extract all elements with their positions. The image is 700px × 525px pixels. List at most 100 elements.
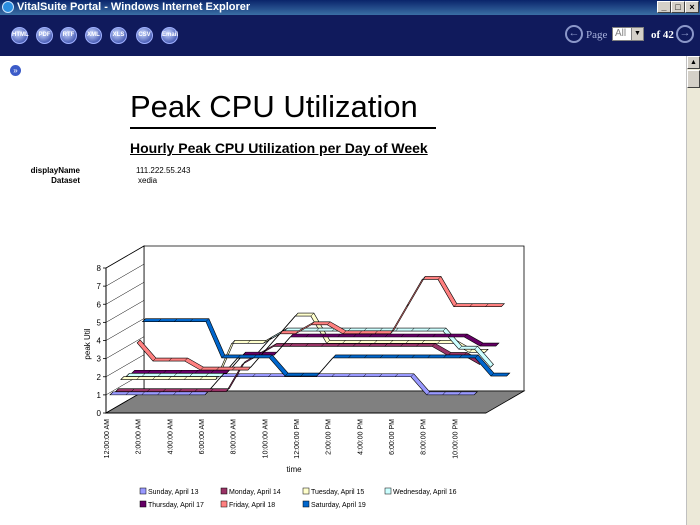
- data-point: [374, 330, 378, 335]
- data-point: [332, 354, 336, 359]
- scroll-up-icon[interactable]: ▲: [687, 56, 700, 69]
- data-point: [426, 391, 430, 396]
- data-point: [416, 333, 420, 338]
- report-toolbar: HTML PDF RTF XML XLS CSV Email ← Page Al…: [0, 15, 700, 56]
- previous-page-button[interactable]: ←: [565, 25, 583, 43]
- y-axis-label: peak Util: [83, 328, 92, 359]
- data-point: [194, 388, 198, 392]
- data-point: [189, 373, 193, 377]
- window-title: VitalSuite Portal - Windows Internet Exp…: [17, 1, 251, 13]
- data-point: [353, 333, 357, 338]
- data-point: [426, 327, 431, 332]
- data-point: [485, 303, 489, 307]
- export-pdf-button[interactable]: PDF: [36, 27, 53, 44]
- data-point: [473, 391, 478, 396]
- y-gridline-side: [105, 282, 145, 305]
- data-point: [205, 318, 210, 322]
- chevron-down-icon[interactable]: ▼: [631, 28, 643, 40]
- meta-label-dataset: Dataset: [51, 176, 80, 185]
- data-point: [279, 330, 283, 335]
- title-underline: [130, 127, 436, 129]
- y-tick-label: 5: [97, 318, 102, 327]
- data-point: [501, 303, 505, 307]
- data-point: [158, 318, 162, 322]
- legend-entry: Monday, April 14: [229, 489, 281, 496]
- data-point: [469, 303, 473, 307]
- legend-swatch: [139, 500, 147, 508]
- data-point: [411, 327, 415, 332]
- data-point: [221, 373, 225, 377]
- data-point: [490, 364, 494, 368]
- data-point: [188, 391, 193, 396]
- data-point: [173, 373, 177, 377]
- data-point: [464, 333, 468, 338]
- legend-swatch: [220, 500, 228, 508]
- data-point: [184, 376, 188, 380]
- data-point: [252, 373, 256, 377]
- maximize-button[interactable]: □: [671, 1, 685, 13]
- data-point: [459, 354, 463, 359]
- y-gridline-side: [105, 318, 145, 341]
- y-gridline-side: [105, 336, 145, 359]
- close-button[interactable]: ×: [685, 1, 699, 13]
- minimize-button[interactable]: _: [657, 1, 671, 13]
- data-point: [348, 354, 352, 359]
- export-csv-button[interactable]: CSV: [136, 27, 153, 44]
- data-point: [263, 348, 267, 353]
- window-titlebar: VitalSuite Portal - Windows Internet Exp…: [0, 0, 700, 15]
- email-button[interactable]: Email: [161, 27, 178, 44]
- data-point: [268, 373, 272, 377]
- data-point: [253, 354, 257, 359]
- x-tick-label: 6:00:00 PM: [389, 419, 396, 455]
- data-point: [274, 351, 278, 356]
- export-xls-button[interactable]: XLS: [110, 27, 127, 44]
- page-total: of 42: [651, 29, 674, 41]
- data-point: [226, 370, 230, 374]
- export-html-button[interactable]: HTML: [11, 27, 29, 44]
- data-point: [231, 366, 236, 371]
- data-point: [379, 354, 384, 359]
- data-point: [437, 276, 442, 280]
- y-tick-label: 8: [97, 264, 102, 273]
- export-xml-button[interactable]: XML: [85, 27, 102, 44]
- vertical-scrollbar[interactable]: ▲: [686, 56, 700, 525]
- data-point: [109, 391, 114, 396]
- x-axis-label: time: [286, 465, 302, 474]
- x-tick-label: 2:00:00 PM: [326, 419, 333, 455]
- data-point: [189, 318, 194, 322]
- data-point: [152, 357, 157, 362]
- data-point: [200, 366, 204, 371]
- y-gridline-side: [105, 300, 145, 323]
- data-point: [174, 318, 178, 322]
- data-point: [236, 373, 240, 377]
- data-point: [411, 354, 415, 359]
- page-select-value: All: [615, 28, 627, 39]
- data-point: [289, 333, 294, 338]
- data-point: [458, 346, 462, 350]
- data-point: [400, 333, 405, 338]
- data-point: [168, 376, 172, 380]
- data-point: [395, 327, 399, 332]
- legend-swatch: [139, 487, 147, 495]
- legend-entry: Saturday, April 19: [311, 502, 366, 509]
- data-point: [474, 346, 478, 350]
- x-tick-label: 8:00:00 PM: [421, 419, 428, 455]
- cpu-chart: 0 1 2 3 4 5 6 7 8 12:00:00 AM 2:00:00 AM 4:00:00 AM…: [83, 245, 526, 509]
- export-rtf-button[interactable]: RTF: [60, 27, 77, 44]
- data-point: [437, 340, 441, 344]
- data-point: [204, 391, 209, 396]
- meta-label-displayname: displayName: [30, 166, 80, 175]
- next-page-button[interactable]: →: [676, 25, 694, 43]
- scroll-thumb[interactable]: [687, 70, 700, 88]
- data-point: [363, 373, 367, 377]
- expand-icon[interactable]: »: [10, 65, 21, 76]
- y-gridline-side: [105, 354, 145, 377]
- data-point: [141, 391, 145, 396]
- data-point: [247, 340, 251, 344]
- data-point: [311, 321, 315, 325]
- legend-swatch: [302, 500, 310, 508]
- y-tick-label: 2: [97, 373, 102, 382]
- data-point: [247, 366, 252, 371]
- page-select[interactable]: All ▼: [612, 27, 644, 41]
- data-point: [120, 376, 125, 380]
